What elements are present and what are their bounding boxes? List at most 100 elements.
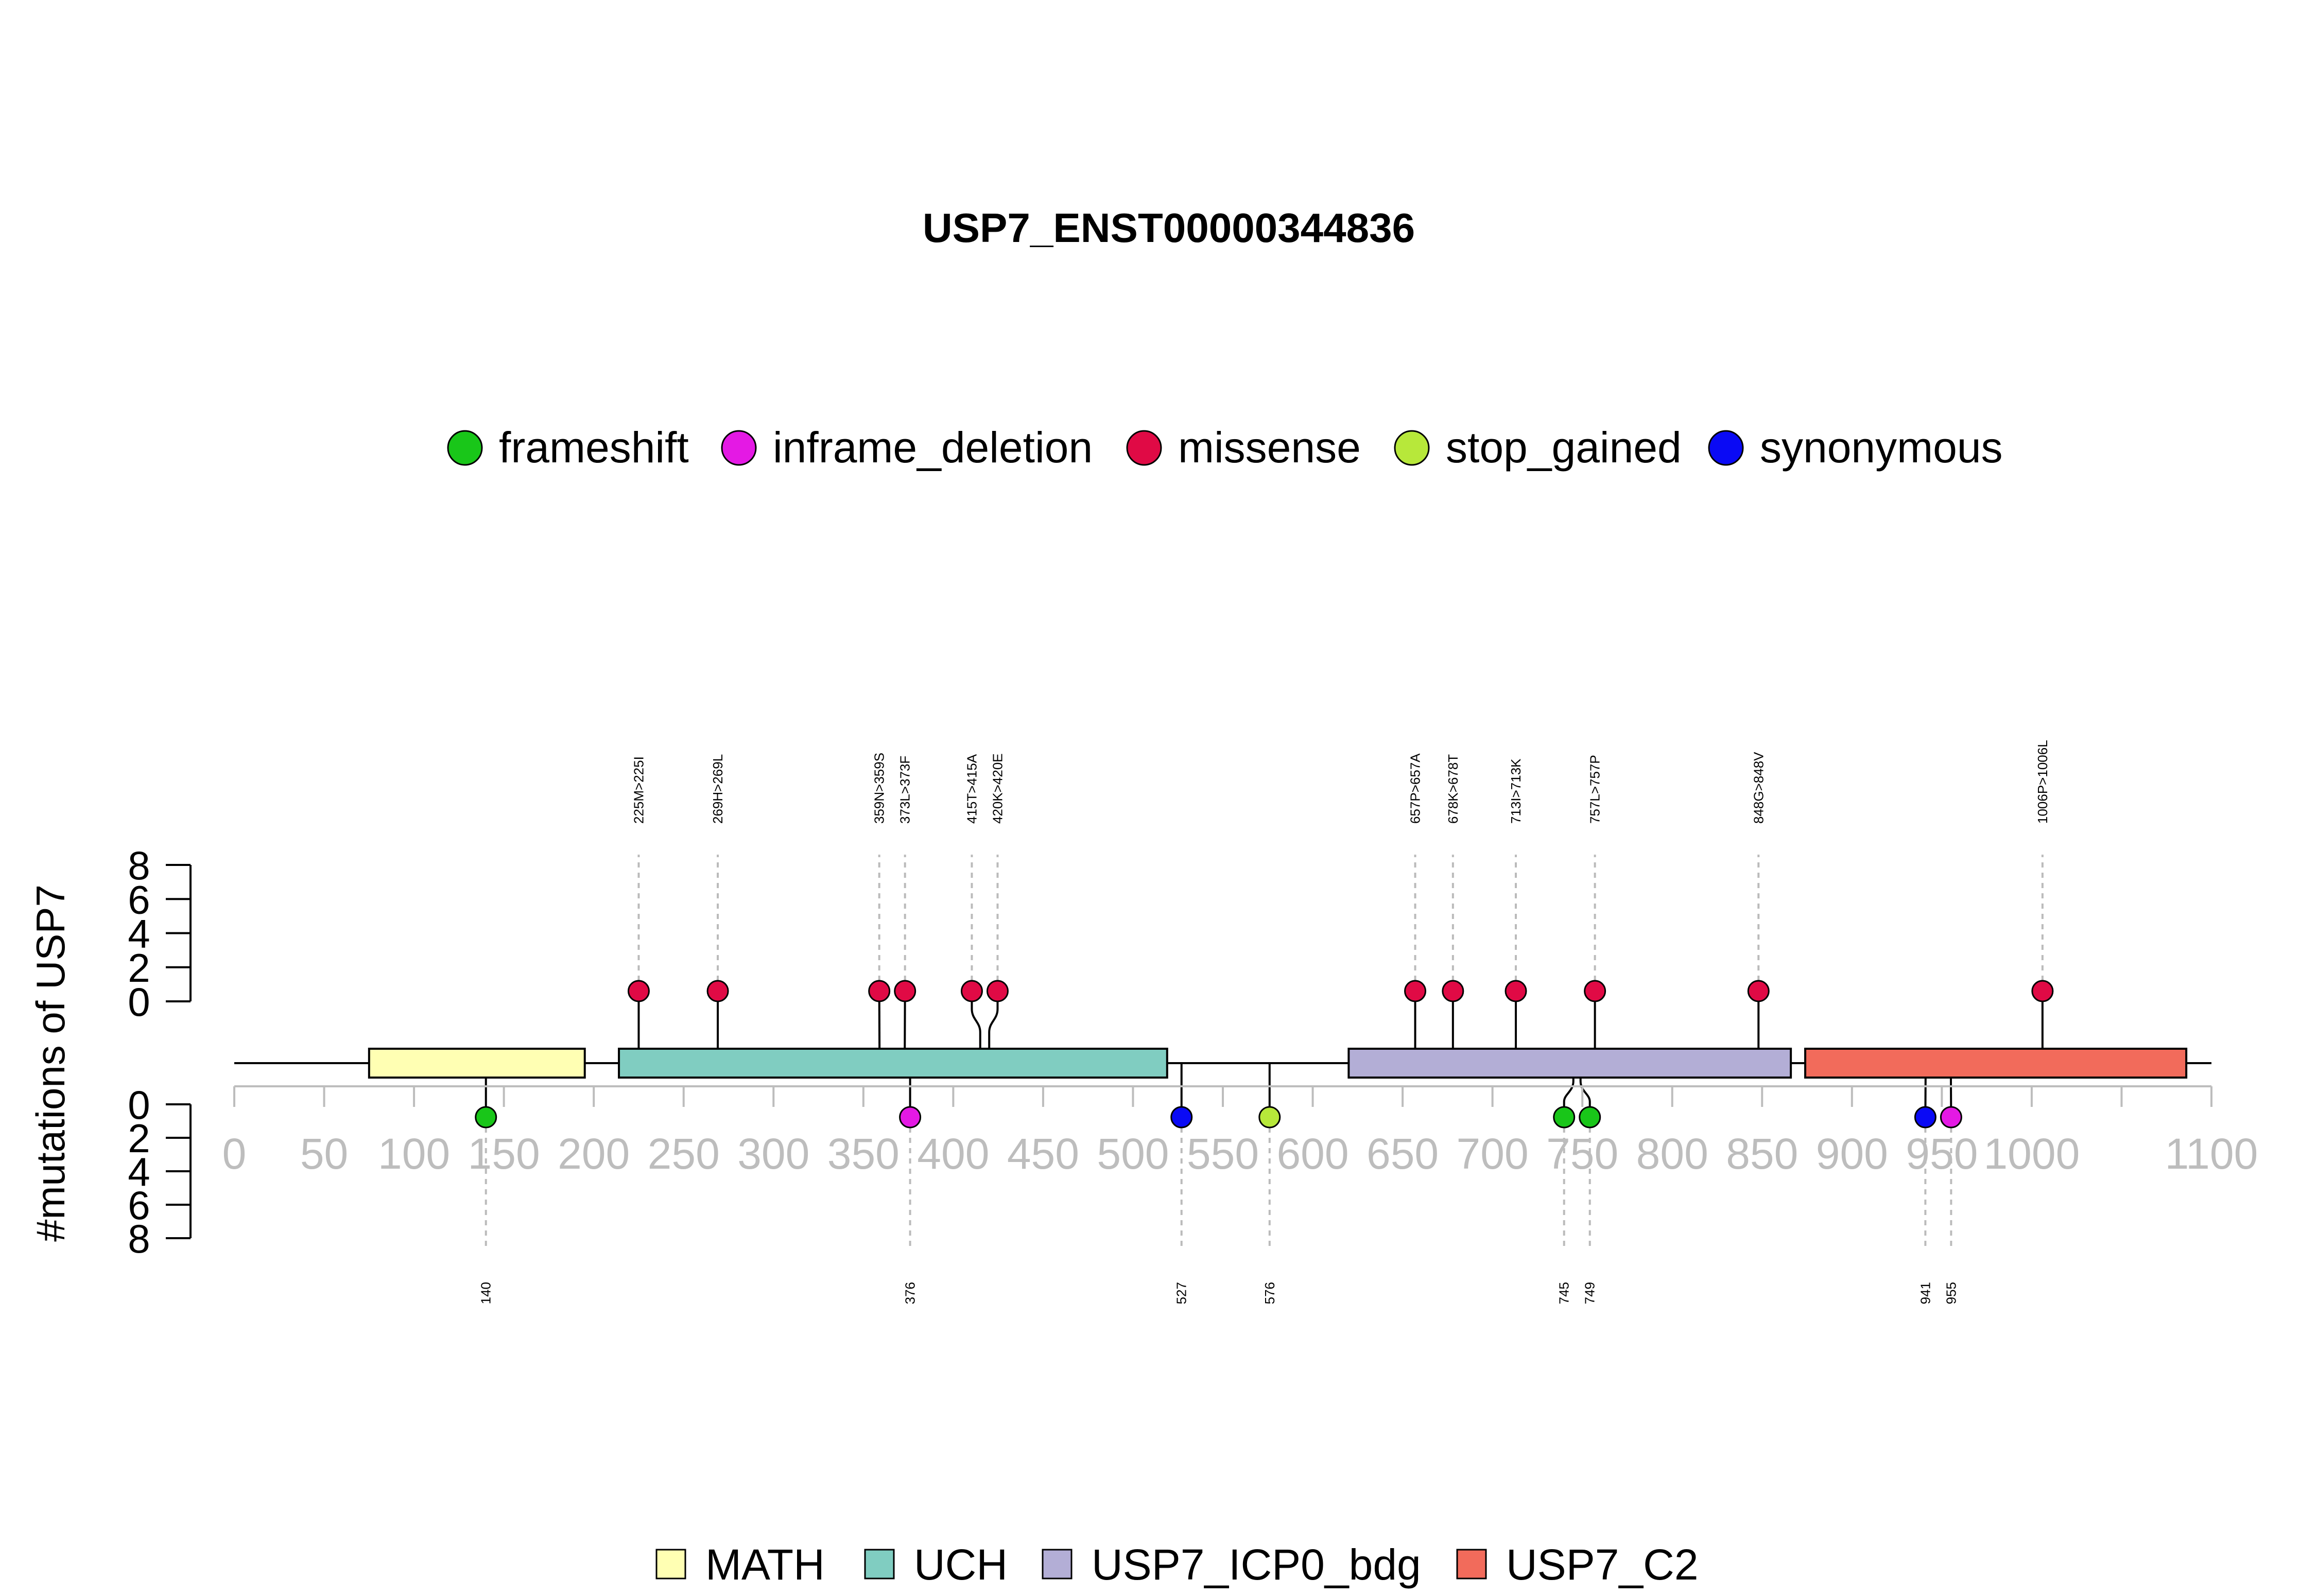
x-tick-label: 950 bbox=[1906, 1130, 1978, 1178]
x-tick-label: 800 bbox=[1636, 1130, 1708, 1178]
chart-title: USP7_ENST00000344836 bbox=[923, 205, 1415, 251]
top-y-tick-label: 0 bbox=[128, 979, 150, 1025]
legend-stop_gained-marker bbox=[1394, 430, 1430, 466]
legend-frameshift-label: frameshift bbox=[499, 423, 689, 472]
mutation-label-415: 415T>415A bbox=[964, 754, 979, 824]
mutation-point-1006 bbox=[2031, 980, 2054, 1002]
mutation-label-749: 749 bbox=[1582, 1282, 1598, 1304]
bottom-y-tick-label: 0 bbox=[128, 1082, 150, 1127]
mutation-labels: 225M>225I 269H>269L 359N>359S 373L>373F 415T… bbox=[478, 740, 2050, 1304]
legend-inframe_deletion-marker bbox=[721, 430, 757, 466]
x-tick-label: 50 bbox=[300, 1130, 348, 1178]
domain-USP7_ICP0_bdg bbox=[1347, 1048, 1792, 1079]
mutation-point-225 bbox=[627, 980, 650, 1002]
guide-lines bbox=[485, 855, 2044, 1251]
x-tick-label: 650 bbox=[1367, 1130, 1439, 1178]
mutation-label-576: 576 bbox=[1262, 1282, 1277, 1304]
x-tick-label: 1000 bbox=[1983, 1130, 2080, 1178]
bottom-y-tick-label: 6 bbox=[128, 1183, 150, 1228]
x-tick-label: 200 bbox=[558, 1130, 630, 1178]
domain-UCH bbox=[618, 1048, 1168, 1079]
top-y-tick-label: 8 bbox=[128, 843, 150, 888]
mutation-legend: frameshift inframe_deletion missense stop_g… bbox=[447, 423, 2003, 472]
mutation-point-941 bbox=[1914, 1106, 1936, 1129]
x-tick-label: 600 bbox=[1276, 1130, 1348, 1178]
mutation-label-745: 745 bbox=[1557, 1282, 1572, 1304]
bottom-y-tick-label: 4 bbox=[128, 1149, 150, 1194]
bottom-y-tick-label: 2 bbox=[128, 1116, 150, 1161]
domain-MATH bbox=[368, 1048, 586, 1079]
mutation-point-415 bbox=[960, 980, 983, 1002]
mutation-label-941: 941 bbox=[1917, 1282, 1933, 1304]
mutation-point-848 bbox=[1747, 980, 1770, 1002]
mutation-point-576 bbox=[1258, 1106, 1281, 1129]
mutation-label-848: 848G>848V bbox=[1751, 752, 1766, 824]
mutation-point-140 bbox=[475, 1106, 497, 1129]
mutation-label-420: 420K>420E bbox=[990, 753, 1005, 824]
mutation-label-269: 269H>269L bbox=[710, 754, 725, 824]
stem-top bbox=[988, 991, 999, 1063]
x-axis: 0 50 100 150 200 250 300 350 400 450 500 550 600 650 7… bbox=[222, 1085, 2258, 1178]
legend-missense-marker bbox=[1126, 430, 1162, 466]
x-tick-label: 750 bbox=[1546, 1130, 1618, 1178]
legend-MATH-label: MATH bbox=[705, 1540, 825, 1589]
mutation-point-376 bbox=[899, 1106, 922, 1129]
mutation-point-420 bbox=[986, 980, 1009, 1002]
x-tick-label: 550 bbox=[1187, 1130, 1259, 1178]
mutation-point-527 bbox=[1170, 1106, 1193, 1129]
legend-UCH-label: UCH bbox=[914, 1540, 1008, 1589]
mutation-label-657: 657P>657A bbox=[1408, 753, 1423, 824]
x-tick-label: 250 bbox=[648, 1130, 720, 1178]
legend-USP7_ICP0_bdg-label: USP7_ICP0_bdg bbox=[1092, 1540, 1421, 1589]
mutation-point-678 bbox=[1442, 980, 1464, 1002]
mutation-label-757: 757L>757P bbox=[1587, 755, 1603, 824]
x-tick-label: 150 bbox=[468, 1130, 540, 1178]
mutation-label-527: 527 bbox=[1174, 1282, 1189, 1304]
legend-USP7_C2-swatch bbox=[1456, 1549, 1487, 1580]
mutation-point-955 bbox=[1940, 1106, 1962, 1129]
x-tick-label: 450 bbox=[1007, 1130, 1079, 1178]
top-y-tick-label: 6 bbox=[128, 877, 150, 922]
mutation-label-955: 955 bbox=[1943, 1282, 1959, 1304]
mutation-label-376: 376 bbox=[903, 1282, 918, 1304]
x-tick-label: 850 bbox=[1726, 1130, 1798, 1178]
mutation-label-140: 140 bbox=[478, 1282, 494, 1304]
x-tick-label: 0 bbox=[222, 1130, 247, 1178]
domain-USP7_C2 bbox=[1804, 1048, 2188, 1079]
mutation-label-225: 225M>225I bbox=[631, 756, 646, 824]
x-tick-label: 700 bbox=[1457, 1130, 1529, 1178]
x-tick-label: 300 bbox=[737, 1130, 809, 1178]
domains bbox=[368, 1048, 2188, 1079]
x-tick-label: 1100 bbox=[2165, 1130, 2258, 1178]
mutation-point-373 bbox=[894, 980, 917, 1002]
mutation-label-1006: 1006P>1006L bbox=[2035, 740, 2050, 824]
stem-bottom bbox=[1563, 1063, 1575, 1117]
domain-legend: MATH UCH USP7_ICP0_bdg USP7_C2 bbox=[655, 1540, 1699, 1589]
stem-top bbox=[971, 991, 981, 1063]
x-tick-label: 900 bbox=[1816, 1130, 1888, 1178]
legend-stop_gained-label: stop_gained bbox=[1446, 423, 1682, 472]
legend-USP7_ICP0_bdg-swatch bbox=[1042, 1549, 1073, 1580]
top-y-tick-label: 2 bbox=[128, 945, 150, 991]
mutation-point-713 bbox=[1505, 980, 1527, 1002]
legend-MATH-swatch bbox=[655, 1549, 686, 1580]
x-tick-label: 350 bbox=[827, 1130, 900, 1178]
mutation-point-269 bbox=[706, 980, 729, 1002]
legend-synonymous-marker bbox=[1708, 430, 1744, 466]
mutation-point-749 bbox=[1579, 1106, 1601, 1129]
mutation-heads bbox=[475, 980, 2054, 1129]
legend-USP7_C2-label: USP7_C2 bbox=[1506, 1540, 1699, 1589]
legend-frameshift-marker bbox=[447, 430, 483, 466]
mutation-point-359 bbox=[868, 980, 891, 1002]
x-tick-label: 400 bbox=[917, 1130, 989, 1178]
mutation-point-757 bbox=[1584, 980, 1606, 1002]
mutation-label-359: 359N>359S bbox=[872, 753, 887, 824]
legend-synonymous-label: synonymous bbox=[1760, 423, 2003, 472]
mutation-label-678: 678K>678T bbox=[1445, 754, 1461, 824]
bottom-y-tick-label: 8 bbox=[128, 1216, 150, 1261]
x-tick-label: 500 bbox=[1097, 1130, 1169, 1178]
legend-UCH-swatch bbox=[864, 1549, 895, 1580]
legend-inframe_deletion-label: inframe_deletion bbox=[773, 423, 1093, 472]
